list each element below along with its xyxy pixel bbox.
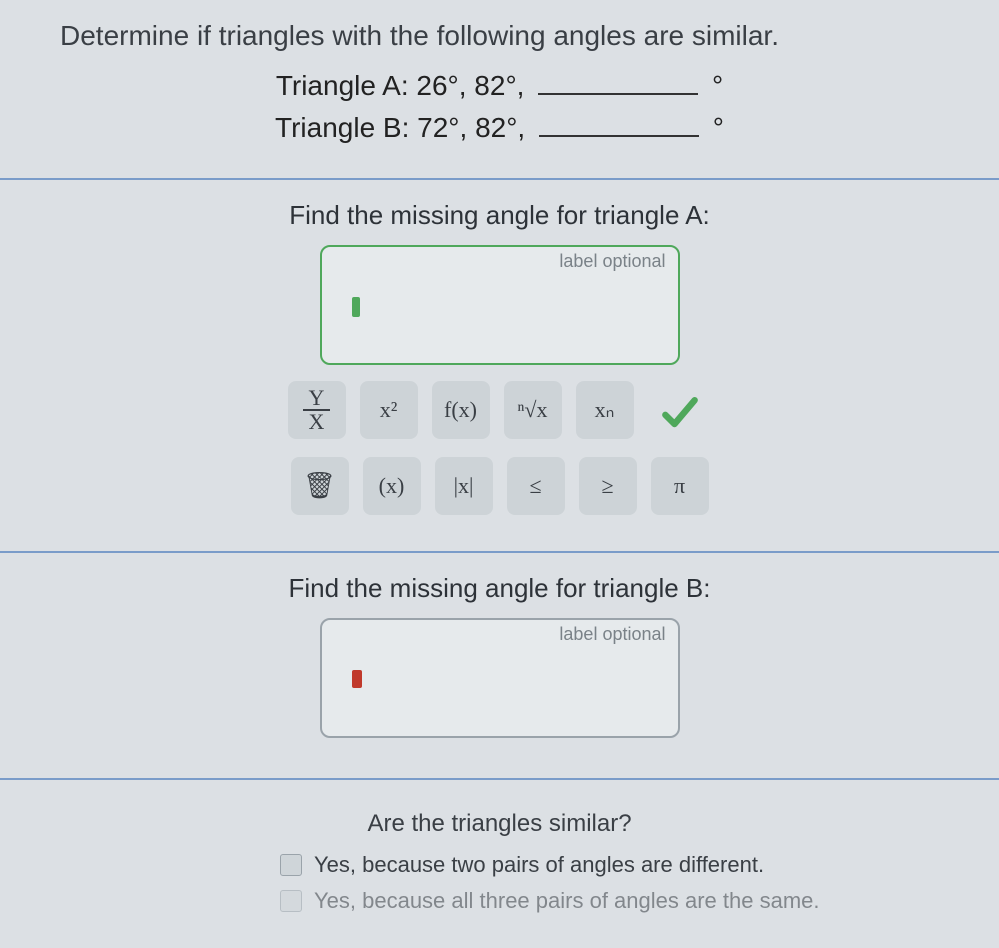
label-optional-a: label optional <box>559 251 665 272</box>
toolbar-row-1: Y X x² f(x) ⁿ√x xₙ <box>60 381 939 445</box>
trash-button[interactable]: 🗑 <box>291 457 349 515</box>
x-sub-n-button[interactable]: xₙ <box>576 381 634 439</box>
mc-option-2[interactable]: Yes, because all three pairs of angles a… <box>60 888 939 914</box>
question-section: Determine if triangles with the followin… <box>0 0 999 180</box>
answer-input-b[interactable]: label optional <box>320 618 680 738</box>
triangle-a-line: Triangle A: 26°, 82°, ° <box>60 70 939 102</box>
blank-b[interactable] <box>539 133 699 137</box>
question-title: Determine if triangles with the followin… <box>60 20 939 52</box>
part-a-prompt: Find the missing angle for triangle A: <box>60 200 939 231</box>
lte-button[interactable]: ≤ <box>507 457 565 515</box>
pi-button[interactable]: π <box>651 457 709 515</box>
fx-button[interactable]: f(x) <box>432 381 490 439</box>
part-a-section: Find the missing angle for triangle A: l… <box>0 180 999 553</box>
nth-root-button[interactable]: ⁿ√x <box>504 381 562 439</box>
toolbar-row-2: 🗑 (x) |x| ≤ ≥ π <box>60 457 939 515</box>
frac-den: X <box>303 411 331 433</box>
blank-a[interactable] <box>538 91 698 95</box>
cursor-a <box>352 297 360 317</box>
parens-button[interactable]: (x) <box>363 457 421 515</box>
check-icon <box>658 391 702 435</box>
cursor-b <box>352 670 362 688</box>
x-squared-button[interactable]: x² <box>360 381 418 439</box>
mc-checkbox-1[interactable] <box>280 854 302 876</box>
mc-text-1: Yes, because two pairs of angles are dif… <box>314 852 764 878</box>
gte-button[interactable]: ≥ <box>579 457 637 515</box>
answer-input-a[interactable]: label optional <box>320 245 680 365</box>
degree-b: ° <box>713 112 724 143</box>
triangle-b-line: Triangle B: 72°, 82°, ° <box>60 112 939 144</box>
degree-a: ° <box>712 70 723 101</box>
part-b-prompt: Find the missing angle for triangle B: <box>60 573 939 604</box>
triangle-a-prefix: Triangle A: 26°, 82°, <box>276 70 525 101</box>
mc-option-1[interactable]: Yes, because two pairs of angles are dif… <box>60 852 939 878</box>
frac-num: Y <box>303 387 331 411</box>
mc-checkbox-2[interactable] <box>280 890 302 912</box>
label-optional-b: label optional <box>559 624 665 645</box>
mc-prompt: Are the triangles similar? <box>60 810 939 838</box>
mc-text-2: Yes, because all three pairs of angles a… <box>314 888 820 914</box>
abs-button[interactable]: |x| <box>435 457 493 515</box>
triangle-b-prefix: Triangle B: 72°, 82°, <box>275 112 525 143</box>
fraction-button[interactable]: Y X <box>288 381 346 439</box>
part-b-section: Find the missing angle for triangle B: l… <box>0 553 999 780</box>
mc-section: Are the triangles similar? Yes, because … <box>0 780 999 948</box>
submit-check-button[interactable] <box>648 381 712 445</box>
